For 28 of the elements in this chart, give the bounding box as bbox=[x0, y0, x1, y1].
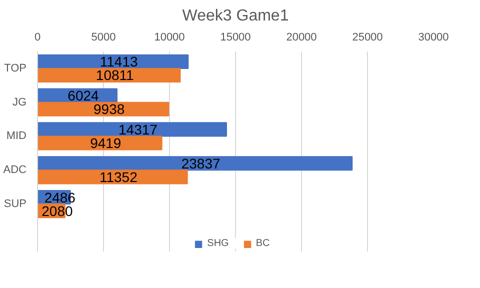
y-tick-label: ADC bbox=[3, 164, 27, 176]
data-label: 11352 bbox=[99, 168, 138, 185]
y-tick-label: SUP bbox=[4, 198, 27, 210]
data-label: 14317 bbox=[118, 121, 158, 138]
legend-label: BC bbox=[256, 238, 271, 249]
x-tick-label: 30000 bbox=[418, 32, 449, 44]
x-tick-label: 5000 bbox=[91, 32, 116, 44]
bar bbox=[38, 136, 162, 150]
x-tick-label: 0 bbox=[34, 32, 41, 44]
data-label: 9938 bbox=[94, 101, 125, 118]
data-label: 23837 bbox=[181, 155, 221, 172]
data-label: 6024 bbox=[68, 88, 100, 104]
y-tick-label: MID bbox=[6, 130, 27, 142]
bar bbox=[38, 170, 188, 184]
data-label: 11413 bbox=[100, 54, 138, 70]
x-tick-label: 20000 bbox=[286, 32, 317, 44]
legend-label: SHG bbox=[207, 238, 229, 249]
x-tick-label: 10000 bbox=[154, 32, 185, 44]
bar bbox=[38, 156, 353, 171]
data-label: 9419 bbox=[90, 135, 122, 152]
chart-title: Week3 Game1 bbox=[182, 8, 289, 24]
data-label: 10811 bbox=[96, 67, 134, 84]
bar bbox=[38, 68, 181, 83]
y-tick-label: TOP bbox=[4, 62, 27, 74]
x-tick-label: 25000 bbox=[352, 32, 383, 44]
x-tick-label: 15000 bbox=[220, 32, 251, 44]
y-tick-label: JG bbox=[12, 96, 27, 108]
bar bbox=[38, 102, 170, 116]
